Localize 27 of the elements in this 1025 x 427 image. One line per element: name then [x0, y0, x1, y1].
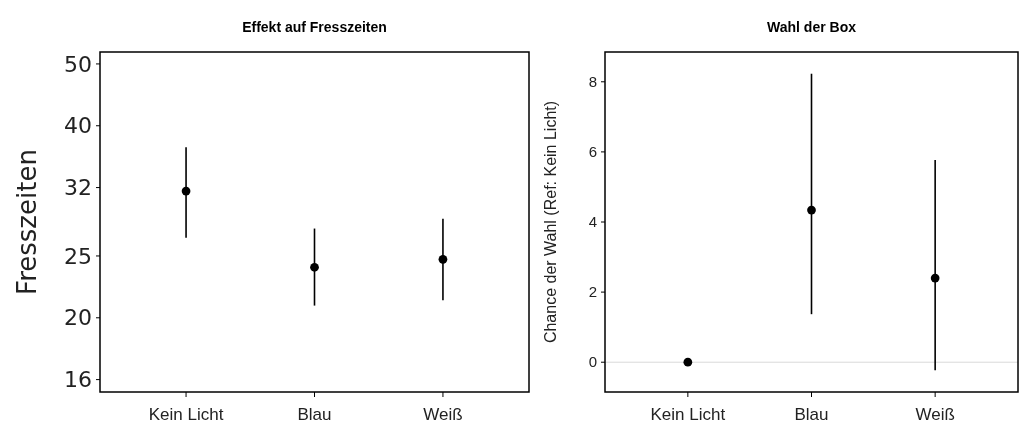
y-tick-label: 2 [588, 283, 597, 301]
point [181, 186, 191, 196]
x-tick-label: Blau [794, 405, 829, 424]
y-axis-title: Chance der Wahl (Ref: Kein Licht) [542, 100, 559, 344]
x-tick-label: Kein Licht [650, 405, 726, 424]
y-tick-label: 6 [588, 143, 597, 161]
y-tick-label: 32 [64, 175, 92, 201]
chart-title: Effekt auf Fresszeiten [242, 19, 387, 35]
y-tick-label: 50 [64, 51, 92, 77]
y-tick-label: 8 [588, 73, 597, 91]
x-tick-label: Weiß [423, 405, 463, 424]
y-tick-label: 25 [64, 243, 92, 269]
chart-title: Wahl der Box [767, 19, 857, 35]
point [438, 254, 448, 264]
y-tick-label: 40 [64, 113, 92, 139]
y-tick-label: 0 [588, 353, 597, 371]
point [807, 205, 816, 215]
point [683, 357, 693, 367]
x-tick-label: Kein Licht [148, 405, 224, 424]
y-tick-label: 16 [64, 367, 92, 393]
y-axis-title: Fresszeiten [12, 149, 42, 295]
point [310, 262, 319, 272]
y-tick-label: 4 [588, 213, 597, 231]
x-tick-label: Blau [297, 405, 332, 424]
x-tick-label: Weiß [915, 405, 955, 424]
point [930, 273, 940, 283]
y-tick-label: 20 [64, 305, 92, 331]
